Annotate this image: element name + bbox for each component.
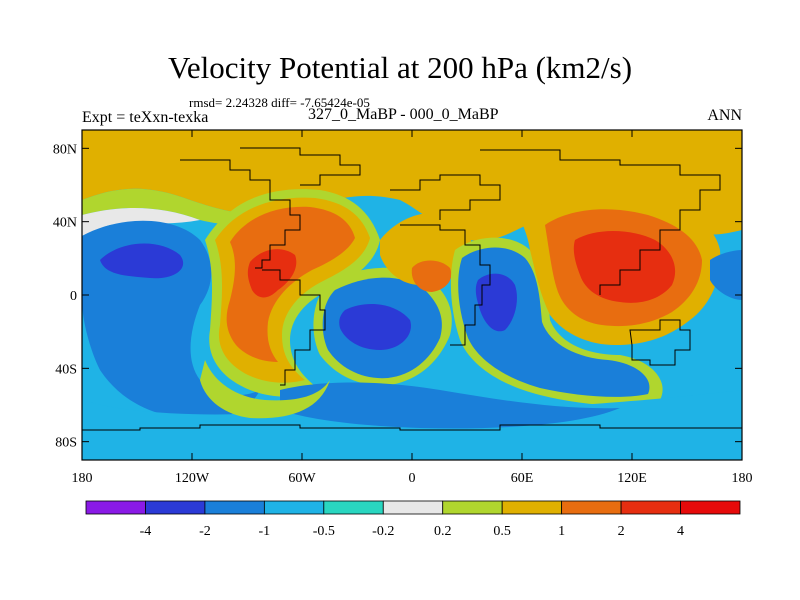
contour-south-pacific-rim [200,360,330,419]
colorbar-swatch [204,500,265,515]
contour-east-edge-negative [710,250,742,300]
y-tick-label: 0 [70,289,77,304]
experiment-difference-label: 327_0_MaBP - 000_0_MaBP [308,106,499,123]
colorbar: -4 -2 -1 -0.5 -0.2 0.2 0.5 1 2 4 [85,500,741,539]
coastline-australia [629,319,691,366]
contour-field [82,130,742,460]
colorbar-label: 2 [618,524,625,539]
colorbar-label: 1 [558,524,565,539]
coastline-africa [400,224,491,346]
colorbar-swatch [442,500,503,515]
coastline-greenland [240,147,361,186]
coastline-south-america [262,269,326,386]
contour-atlantic-core [339,304,411,350]
x-tick-label: 120W [175,471,210,486]
season-label: ANN [707,107,742,124]
colorbar-label: 0.5 [493,524,511,539]
contour-americas-core [247,249,297,298]
coastline-antarctica [82,424,742,431]
y-tick-label: 80S [55,436,77,451]
colorbar-swatch [561,500,622,515]
contour-south-atlantic-negative [280,382,620,429]
contour-asia-core [573,231,676,303]
colorbar-swatch [620,500,681,515]
x-tick-label: 120E [617,471,647,486]
coastline-north-america [180,159,301,269]
x-tick-label: 60E [511,471,534,486]
y-tick-label: 40S [55,362,77,377]
continent-outlines [82,147,742,431]
coastline-asia [480,149,721,295]
colorbar-swatch [680,500,741,515]
colorbar-swatch [501,500,563,515]
experiment-label: Expt = teXxn-texka [82,109,209,126]
chart-title: Velocity Potential at 200 hPa (km2/s) [167,50,633,85]
contour-americas-strong [226,206,355,362]
colorbar-swatch [85,500,146,515]
y-axis: 80N 40N 0 40S 80S [53,142,742,451]
colorbar-label: -2 [199,524,211,539]
contour-africa-strong [411,260,452,292]
x-tick-label: 60W [288,471,316,486]
colorbar-swatch [382,500,444,515]
colorbar-label: 4 [677,524,684,539]
colorbar-swatch [145,500,206,515]
colorbar-label: 0.2 [434,524,452,539]
colorbar-label: -4 [140,524,152,539]
x-tick-label: 0 [409,471,416,486]
y-tick-label: 80N [53,142,77,157]
colorbar-label: -1 [259,524,271,539]
contour-pacific-core [100,243,184,279]
x-tick-label: 180 [732,471,753,486]
x-tick-label: 180 [72,471,93,486]
colorbar-swatch [323,500,384,515]
colorbar-swatch [263,500,325,515]
stats-label: rmsd= 2.24328 diff= -7.65424e-05 [189,95,370,110]
y-tick-label: 40N [53,216,77,231]
colorbar-label: -0.2 [372,524,394,539]
colorbar-label: -0.5 [313,524,335,539]
contour-indian-core [475,273,517,332]
x-axis: 180 120W 60W 0 60E 120E 180 [72,130,753,486]
coastline-europe [390,174,501,220]
